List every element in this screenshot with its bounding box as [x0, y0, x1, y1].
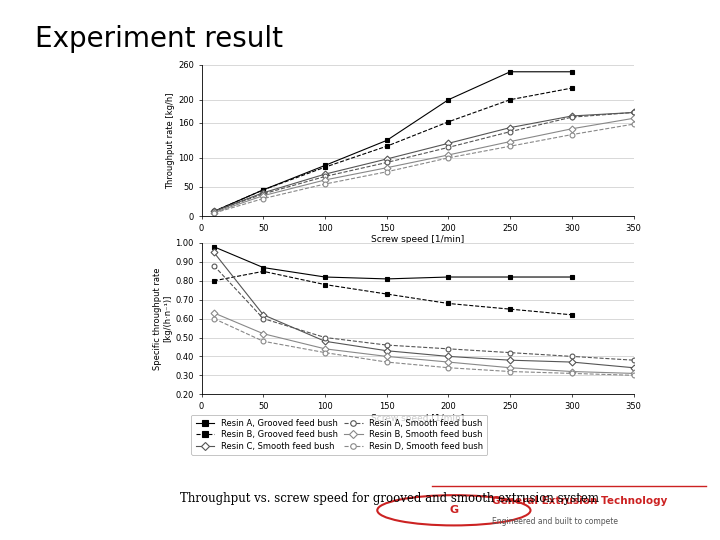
Text: Engineered and built to compete: Engineered and built to compete — [492, 517, 618, 525]
Text: Experiment result: Experiment result — [35, 25, 283, 53]
X-axis label: Screw speed [1/min]: Screw speed [1/min] — [371, 235, 464, 245]
Y-axis label: Specific throughput rate
[kg/(h·n⁻¹)]: Specific throughput rate [kg/(h·n⁻¹)] — [153, 267, 173, 370]
Text: G: G — [449, 505, 459, 515]
Legend: Resin A, Grooved feed bush, Resin B, Grooved feed bush, Resin C, Smooth feed bus: Resin A, Grooved feed bush, Resin B, Gro… — [192, 415, 487, 455]
Text: General Extrusion Technology: General Extrusion Technology — [492, 496, 667, 506]
X-axis label: Screw speed [1/min]: Screw speed [1/min] — [371, 414, 464, 423]
Y-axis label: Throughput rate [kg/h]: Throughput rate [kg/h] — [166, 92, 175, 188]
Text: Throughput vs. screw speed for grooved and smooth extrusion system: Throughput vs. screw speed for grooved a… — [180, 492, 599, 505]
